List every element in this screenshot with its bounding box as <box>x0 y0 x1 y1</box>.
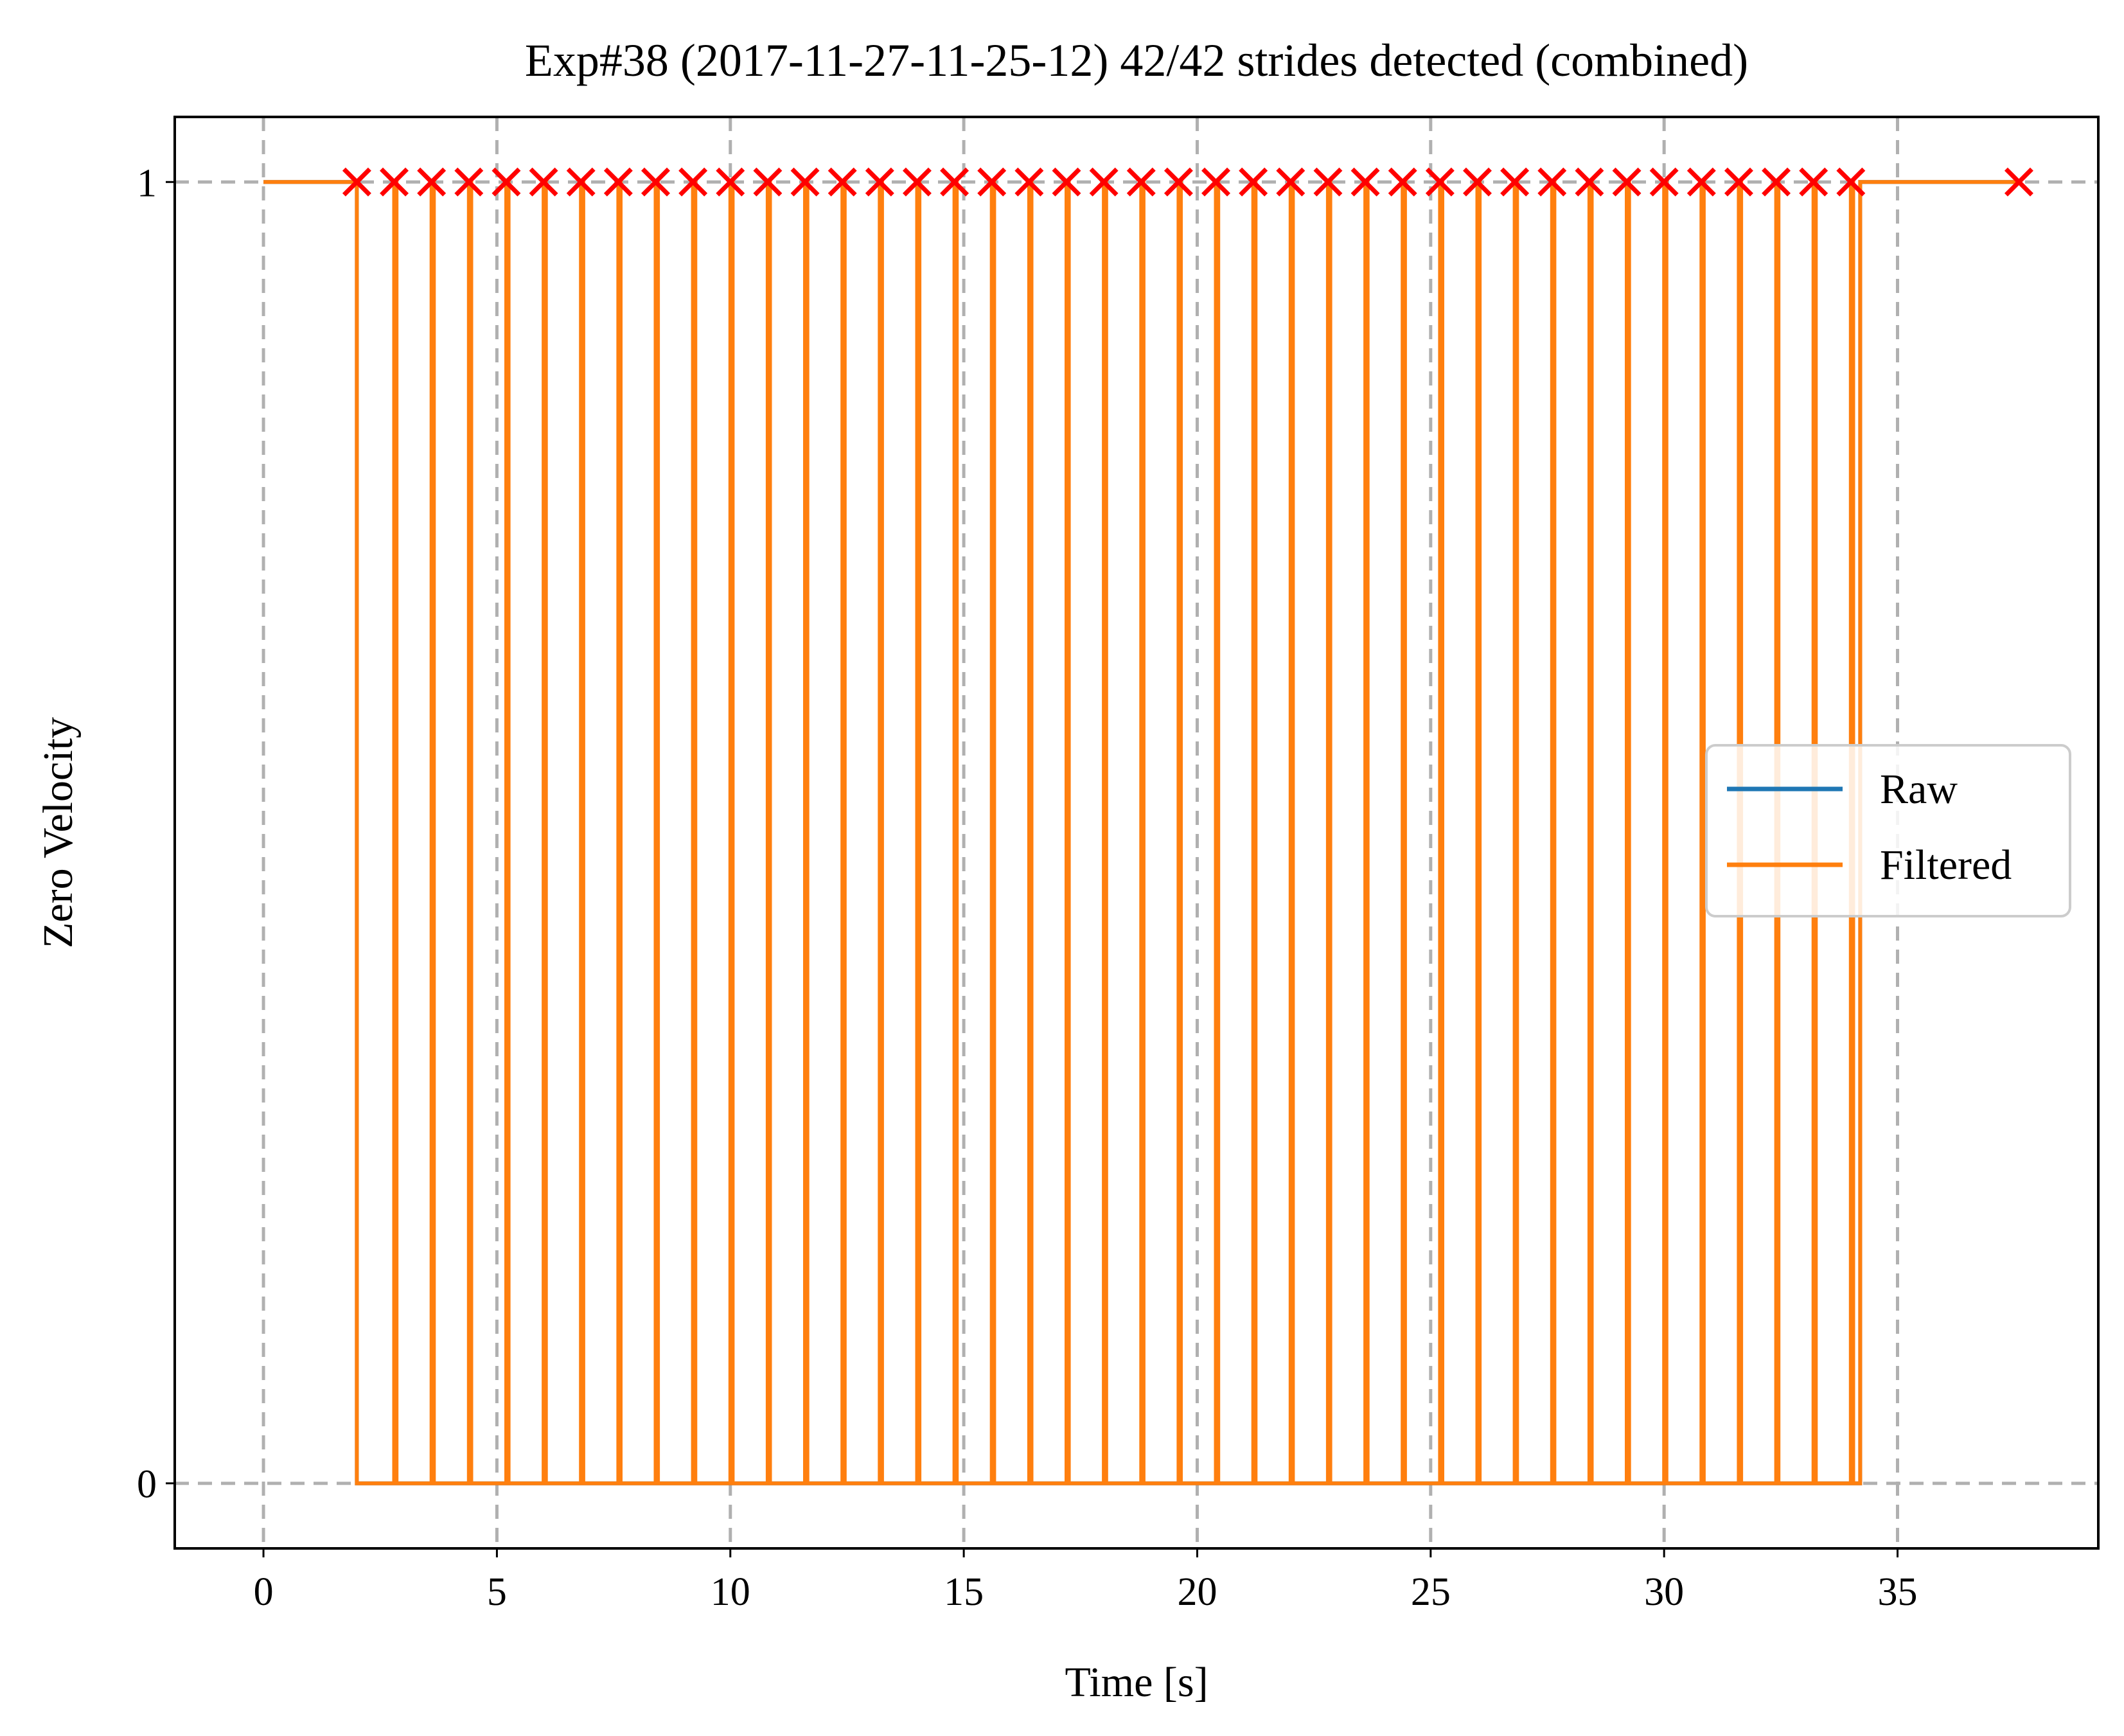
x-tick-label: 15 <box>944 1570 984 1614</box>
axes-frame <box>173 116 2100 1550</box>
stride-marker <box>865 167 894 197</box>
x-axis-label: Time [s] <box>1065 1659 1208 1706</box>
stride-marker <box>380 167 409 197</box>
stride-marker <box>1799 167 1828 197</box>
stride-marker <box>491 167 521 197</box>
stride-marker <box>1686 167 1716 197</box>
stride-marker <box>1463 167 1492 197</box>
stride-marker <box>1388 167 1417 197</box>
stride-markers <box>342 167 2033 197</box>
stride-marker <box>1575 167 1604 197</box>
stride-marker <box>977 167 1007 197</box>
legend-raw-label: Raw <box>1880 766 1958 813</box>
series-line-filtered <box>263 180 2019 1485</box>
x-axis: 0 5 10 15 20 25 30 35 <box>254 1548 1918 1614</box>
stride-marker <box>1612 167 1642 197</box>
x-tick-label: 25 <box>1411 1570 1451 1614</box>
y-tick-label: 1 <box>137 161 157 205</box>
stride-marker <box>1126 167 1156 197</box>
stride-marker <box>2004 167 2033 197</box>
stride-marker <box>342 167 371 197</box>
stride-marker <box>529 167 558 197</box>
stride-marker <box>1425 167 1455 197</box>
x-tick-label: 0 <box>254 1570 274 1614</box>
stride-marker <box>1836 167 1866 197</box>
y-tick-label: 0 <box>137 1463 157 1507</box>
stride-marker <box>454 167 484 197</box>
stride-marker <box>603 167 633 197</box>
stride-marker <box>1014 167 1044 197</box>
stride-marker <box>1500 167 1530 197</box>
stride-marker <box>1239 167 1268 197</box>
stride-marker <box>1313 167 1343 197</box>
legend-filtered-label: Filtered <box>1880 842 2012 889</box>
x-tick-label: 20 <box>1177 1570 1217 1614</box>
stride-marker <box>641 167 670 197</box>
stride-marker <box>1350 167 1380 197</box>
x-tick-label: 5 <box>487 1570 507 1614</box>
stride-marker <box>1537 167 1567 197</box>
stride-marker <box>1649 167 1679 197</box>
stride-marker <box>1089 167 1119 197</box>
stride-marker <box>790 167 820 197</box>
stride-marker <box>1724 167 1753 197</box>
x-tick-label: 30 <box>1644 1570 1684 1614</box>
stride-marker <box>1276 167 1305 197</box>
stride-marker <box>1762 167 1791 197</box>
chart-title: Exp#38 (2017-11-27-11-25-12) 42/42 strid… <box>525 35 1748 86</box>
stride-marker <box>827 167 857 197</box>
stride-marker <box>716 167 745 197</box>
stride-marker <box>678 167 708 197</box>
plot-area <box>173 116 2100 1550</box>
x-tick-label: 35 <box>1878 1570 1918 1614</box>
y-axis: 01 <box>137 161 175 1507</box>
stride-marker <box>566 167 596 197</box>
stride-marker <box>417 167 447 197</box>
x-tick-label: 10 <box>711 1570 750 1614</box>
stride-marker <box>1052 167 1081 197</box>
stride-marker <box>940 167 969 197</box>
stride-marker <box>902 167 932 197</box>
series-lines <box>263 180 2019 1485</box>
legend: Raw Filtered <box>1705 744 2071 917</box>
y-axis-label: Zero Velocity <box>35 717 82 948</box>
stride-marker <box>1164 167 1193 197</box>
stride-marker <box>753 167 783 197</box>
stride-marker <box>1201 167 1231 197</box>
